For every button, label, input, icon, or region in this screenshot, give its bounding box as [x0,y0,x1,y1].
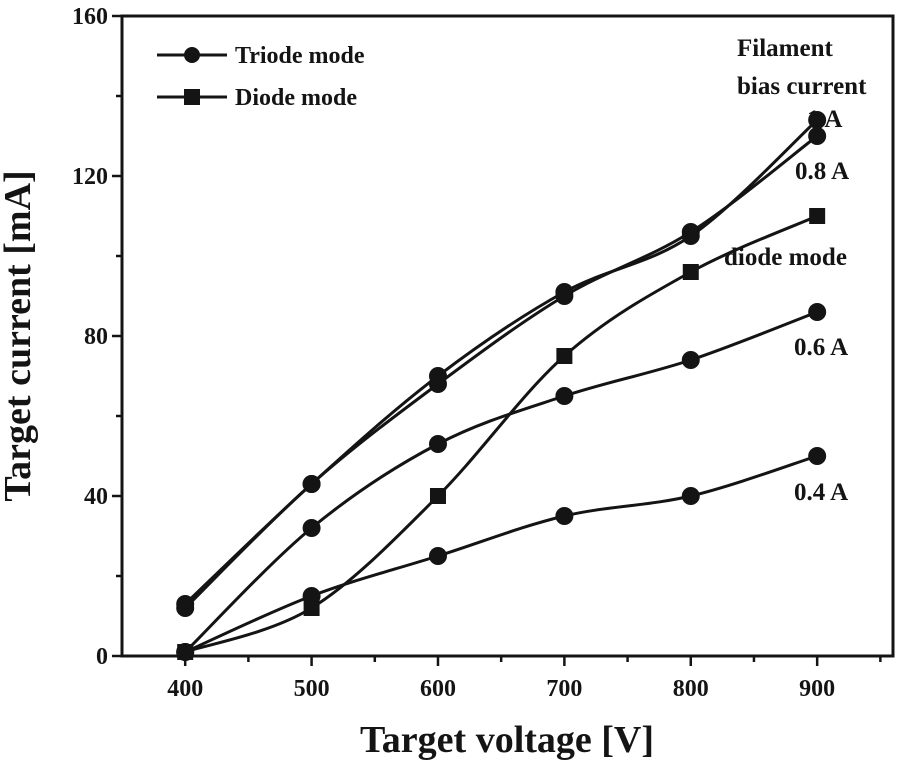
data-point-square [809,208,826,224]
y-tick-label: 0 [96,644,108,670]
series-line-2 [184,214,818,654]
x-tick-label: 700 [546,676,582,702]
data-point-circle [555,507,574,525]
data-point-circle [302,587,321,605]
data-point-circle [555,287,574,305]
label-1a: 1 A [807,106,842,133]
y-tick-label: 160 [72,4,108,30]
data-point-circle [681,351,700,369]
data-point-circle [808,111,827,129]
series-line-0 [184,118,819,606]
data-point-square [556,348,573,364]
annotation-header-line1: Filament [737,35,833,62]
x-tick-label: 800 [673,676,709,702]
data-point-circle [681,487,700,505]
label-0-8a: 0.8 A [795,158,849,185]
data-point-circle [302,475,321,493]
legend: Triode mode Diode mode [157,43,365,111]
data-point-circle [176,599,195,617]
y-tick-label: 80 [84,324,108,350]
data-point-square [682,264,699,280]
legend-label-diode: Diode mode [235,85,357,111]
x-tick-label: 400 [167,676,203,702]
data-point-circle [808,127,827,145]
label-0-4a: 0.4 A [794,479,848,506]
legend-label-triode: Triode mode [235,43,365,69]
series-line-1 [184,134,819,610]
series-line-4 [184,454,818,654]
x-axis-title: Target voltage [V] [360,719,654,761]
data-point-circle [428,547,447,565]
annotation-header-line2: bias current [737,73,867,100]
x-tick-label: 500 [294,676,330,702]
y-tick-label: 120 [72,164,108,190]
x-tick-label: 600 [420,676,456,702]
label-diode-mode: diode mode [724,244,847,271]
data-point-square [429,488,446,504]
legend-marker-circle [184,47,200,63]
data-point-circle [681,223,700,241]
data-point-circle [302,519,321,537]
data-point-circle [428,375,447,393]
legend-marker-square [184,89,200,105]
y-axis-title: Target current [mA] [0,170,39,501]
series-line-3 [184,310,818,654]
ticks-layer: 400 500 600 700 800 900 0 40 80 120 160 [72,4,882,702]
data-point-circle [808,447,827,465]
data-point-circle [428,435,447,453]
y-tick-label: 40 [84,484,108,510]
x-tick-label: 900 [799,676,835,702]
plot-frame [120,14,895,658]
series-layer [176,111,827,661]
label-0-6a: 0.6 A [794,334,848,361]
data-point-circle [555,387,574,405]
data-point-circle [176,643,195,661]
data-point-circle [808,303,827,321]
